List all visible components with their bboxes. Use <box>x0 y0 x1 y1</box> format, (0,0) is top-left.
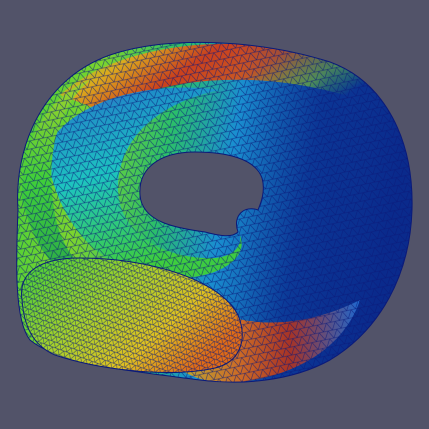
torus-hole <box>139 151 264 237</box>
lower-lobe[interactable] <box>21 257 243 373</box>
